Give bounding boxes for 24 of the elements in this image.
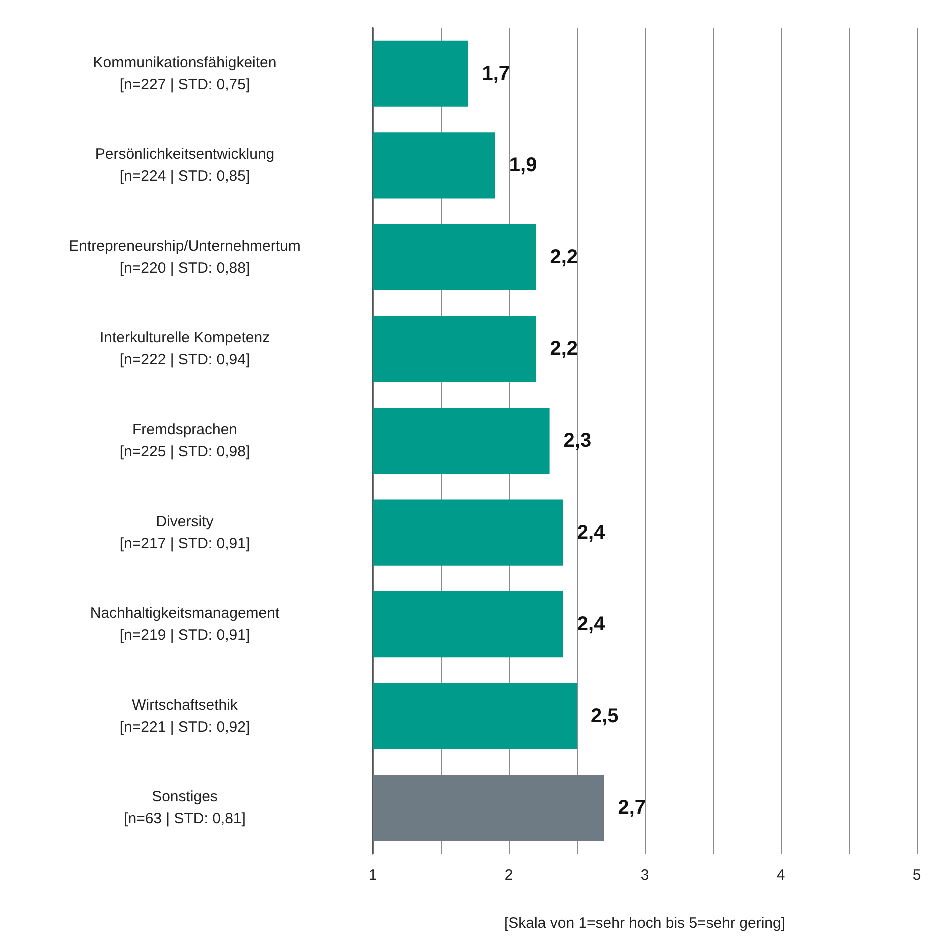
data-label: 2,7 [618,797,646,820]
y-tick-label: Diversity [n=217 | STD: 0,91] [120,513,250,552]
data-label: 2,2 [550,338,578,360]
data-label: 2,4 [577,614,606,636]
y-tick-label: Interkulturelle Kompetenz [n=222 | STD: 0,94] [100,330,270,369]
y-tick-label: Persönlichkeitsentwicklung [n=224 | STD: 0,85] [95,146,275,186]
y-tick-label: Kommunikationsfähigkeiten [n=227 | STD: 0,75] [93,54,277,94]
data-label: 1,7 [482,62,510,85]
x-tick-label: 2 [504,867,514,884]
y-tick-label: Entrepreneurship/Unternehmertum [n=220 | STD: 0,88] [69,238,301,277]
y-tick-label: Nachhaltigkeitsmanagement [n=219 | STD: 0,91] [90,605,280,644]
data-label: 2,2 [550,246,578,268]
x-tick-label: 5 [912,867,922,884]
data-label: 2,5 [591,705,619,728]
x-axis-title: [Skala von 1=sehr hoch bis 5=sehr gering] [504,915,786,932]
y-tick-label: Wirtschaftsethik [n=221 | STD: 0,92] [120,696,250,736]
y-tick-label: Fremdsprachen [n=225 | STD: 0,98] [120,422,250,460]
y-tick-label: Sonstiges [n=63 | STD: 0,81] [124,788,246,828]
x-tick-label: 4 [776,867,786,884]
data-label: 2,3 [564,430,592,452]
data-label: 2,4 [577,522,606,544]
x-tick-label: 3 [640,867,650,884]
data-label: 1,9 [509,154,538,177]
x-tick-label: 1 [368,867,378,884]
